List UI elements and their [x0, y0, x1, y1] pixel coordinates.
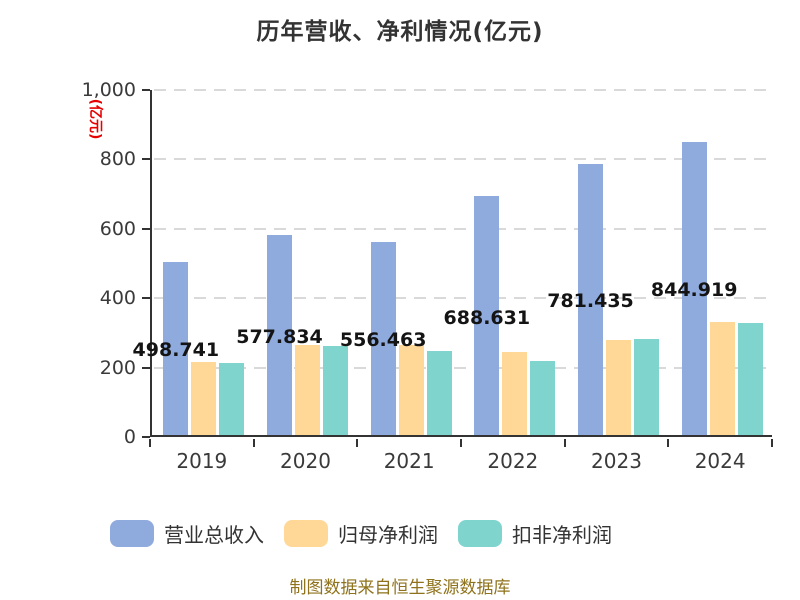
x-axis-label-2022: 2022 [487, 449, 539, 473]
legend-item-net-profit[interactable]: 归母净利润 [284, 519, 438, 548]
value-label-revenue-2024: 844.919 [650, 279, 738, 302]
value-label-revenue-2020: 577.834 [236, 325, 323, 348]
bar-non-gaap-net-profit-2023[interactable] [634, 339, 659, 435]
gridline-800 [154, 158, 772, 161]
y-axis-tick-600 [142, 227, 150, 230]
bar-net-profit-2023[interactable] [606, 340, 631, 435]
gridline-600 [154, 227, 772, 230]
x-axis-tick [252, 439, 255, 447]
y-axis-tick-label: 200 [99, 356, 136, 379]
source-note: 制图数据来自恒生聚源数据库 [289, 578, 511, 598]
bar-net-profit-2021[interactable] [398, 345, 424, 435]
x-axis-tick [563, 439, 566, 447]
legend-label-non-gaap-net-profit: 扣非净利润 [512, 523, 612, 547]
x-axis-tick [460, 439, 462, 447]
legend-swatch-non-gaap-net-profit [458, 520, 502, 547]
bar-revenue-2020[interactable] [267, 234, 292, 435]
bar-non-gaap-net-profit-2024[interactable] [737, 322, 763, 435]
value-label-revenue-2023: 781.435 [547, 290, 634, 313]
bar-revenue-2022[interactable] [474, 196, 500, 435]
legend: 营业总收入 归母净利润 扣非净利润 [110, 519, 612, 548]
y-axis-tick-800 [142, 158, 150, 161]
legend-label-revenue: 营业总收入 [164, 523, 264, 547]
bar-revenue-2024[interactable] [681, 141, 707, 435]
y-axis-tick-1000 [142, 89, 150, 91]
x-axis-tick [771, 439, 773, 447]
legend-label-net-profit: 归母净利润 [338, 523, 438, 547]
y-axis-tick-0 [142, 436, 150, 438]
value-label-revenue-2019: 498.741 [132, 339, 220, 362]
y-axis-tick-label: 600 [99, 217, 136, 240]
bar-revenue-2021[interactable] [370, 241, 396, 435]
x-axis-tick [356, 439, 359, 447]
y-axis-tick-label: 1,000 [81, 79, 136, 101]
bar-revenue-2019[interactable] [163, 261, 189, 435]
value-label-revenue-2022: 688.631 [443, 306, 531, 329]
gridline-200 [154, 366, 772, 369]
bar-non-gaap-net-profit-2021[interactable] [426, 351, 452, 435]
legend-swatch-net-profit [284, 520, 328, 547]
legend-item-revenue[interactable]: 营业总收入 [110, 519, 264, 548]
bar-net-profit-2024[interactable] [709, 322, 735, 435]
x-axis-label-2023: 2023 [591, 449, 642, 473]
y-axis-tick-200 [142, 366, 150, 369]
bar-net-profit-2019[interactable] [191, 361, 217, 435]
gridline-400 [154, 297, 772, 300]
x-axis-label-2024: 2024 [694, 449, 746, 473]
value-label-revenue-2021: 556.463 [339, 329, 427, 352]
x-axis-tick [149, 439, 151, 447]
chart-title: 历年营收、净利情况(亿元) [256, 19, 544, 45]
legend-swatch-revenue [110, 520, 154, 547]
bar-non-gaap-net-profit-2022[interactable] [530, 361, 556, 435]
bar-net-profit-2020[interactable] [295, 344, 320, 435]
y-axis-tick-label: 0 [123, 426, 136, 448]
y-axis-tick-label: 800 [99, 148, 136, 171]
x-axis-tick [667, 439, 670, 447]
legend-item-non-gaap-net-profit[interactable]: 扣非净利润 [458, 519, 612, 548]
x-axis-label-2019: 2019 [176, 449, 228, 473]
y-axis-tick-label: 400 [99, 287, 136, 310]
bar-revenue-2023[interactable] [578, 163, 603, 435]
gridline-1000 [154, 89, 772, 91]
y-axis-tick-400 [142, 297, 150, 300]
x-axis-label-2021: 2021 [383, 449, 435, 473]
bar-non-gaap-net-profit-2019[interactable] [219, 362, 245, 435]
bar-non-gaap-net-profit-2020[interactable] [323, 345, 348, 435]
bar-net-profit-2022[interactable] [502, 351, 528, 435]
plot-area: 498.741 577.834 556.463 688.631 781.435 844.9… [133, 89, 772, 437]
x-axis-label-2020: 2020 [280, 449, 331, 473]
